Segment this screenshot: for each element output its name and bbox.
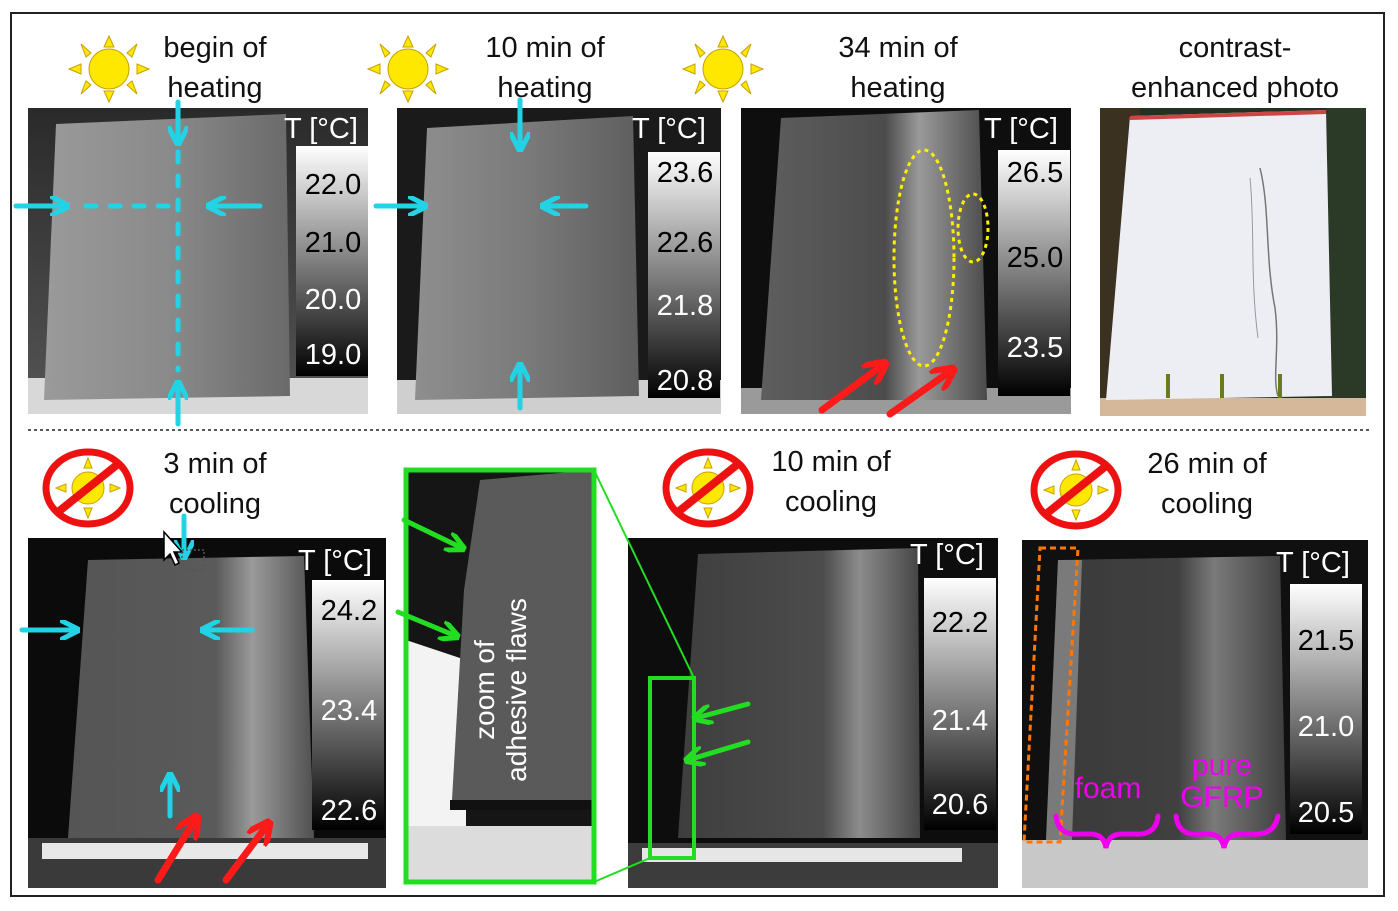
title-line: 34 min of	[838, 32, 958, 64]
green-arrow	[395, 609, 456, 636]
green-arrow	[696, 701, 751, 718]
colorbar-tick: 21.0	[304, 227, 362, 259]
colorbar-34min-heating	[998, 150, 1070, 396]
colorbar-tick: 25.0	[1006, 242, 1064, 274]
unit-label: T [°C]	[632, 113, 706, 145]
colorbar-tick: 22.2	[931, 607, 989, 639]
sun-icon	[366, 34, 450, 104]
colorbar-tick: 21.8	[656, 290, 714, 322]
colorbar-tick: 20.0	[304, 284, 362, 316]
flaw-ellipse	[892, 148, 956, 368]
title-26min-cooling: 26 min of cooling	[1128, 444, 1286, 524]
title-begin-heating: begin of heating	[140, 28, 290, 108]
red-arrow	[222, 824, 268, 884]
unit-label: T [°C]	[1276, 547, 1350, 579]
colorbar-tick: 22.6	[656, 227, 714, 259]
red-arrow	[886, 370, 952, 418]
colorbar-tick: 20.6	[931, 789, 989, 821]
title-line: 26 min of	[1147, 448, 1267, 480]
colorbar-tick: 22.0	[304, 169, 362, 201]
colorbar-tick: 23.4	[320, 695, 378, 727]
mouse-cursor-icon	[163, 530, 205, 571]
title-10min-cooling: 10 min of cooling	[752, 442, 910, 522]
title-line: contrast-	[1178, 32, 1292, 64]
foam-brace	[1053, 813, 1161, 849]
figure-frame	[10, 12, 1385, 897]
no-sun-icon	[662, 448, 754, 528]
colorbar-26min-cooling	[1290, 584, 1362, 834]
title-line: 3 min of	[163, 448, 267, 480]
unit-label: T [°C]	[984, 113, 1058, 145]
colorbar-tick: 20.8	[656, 365, 714, 397]
colorbar-tick: 24.2	[320, 595, 378, 627]
red-arrow	[154, 818, 196, 884]
no-sun-icon	[1030, 450, 1122, 530]
green-arrow	[688, 739, 751, 760]
red-arrow	[818, 364, 884, 414]
title-line: 10 min of	[485, 32, 605, 64]
contrast-enhanced-photo	[1100, 108, 1366, 416]
title-contrast-photo: contrast- enhanced photo	[1100, 28, 1370, 108]
colorbar-tick: 23.6	[656, 157, 714, 189]
colorbar-tick: 22.6	[320, 795, 378, 827]
colorbar-begin-heating	[296, 146, 368, 376]
gfrp-brace	[1173, 813, 1281, 849]
flaw-ellipse	[956, 192, 990, 264]
orange-dashed-box	[1022, 546, 1080, 844]
unit-label: T [°C]	[298, 545, 372, 577]
colorbar-10min-cooling	[924, 578, 996, 830]
pure-gfrp-label: pure GFRP	[1172, 750, 1272, 814]
colorbar-10min-heating	[648, 152, 720, 398]
title-line: heating	[497, 72, 593, 104]
title-line: 10 min of	[771, 446, 891, 478]
pure-gfrp-line: GFRP	[1180, 781, 1264, 814]
foam-label: foam	[1074, 772, 1142, 805]
sun-icon	[681, 34, 765, 104]
no-sun-icon	[42, 448, 134, 528]
colorbar-tick: 20.5	[1297, 797, 1355, 829]
green-arrow	[401, 517, 462, 548]
title-10min-heating: 10 min of heating	[465, 28, 625, 108]
title-34min-heating: 34 min of heating	[818, 28, 978, 108]
unit-label: T [°C]	[284, 113, 358, 145]
title-line: cooling	[1161, 488, 1253, 520]
title-3min-cooling: 3 min of cooling	[140, 444, 290, 524]
title-line: begin of	[163, 32, 267, 64]
colorbar-tick: 21.0	[1297, 711, 1355, 743]
colorbar-tick: 21.5	[1297, 625, 1355, 657]
pure-gfrp-line: pure	[1191, 749, 1253, 782]
colorbar-3min-cooling	[312, 580, 384, 830]
thermogram-26min-cooling	[1022, 540, 1368, 888]
unit-label: T [°C]	[910, 539, 984, 571]
zoom-source-box	[648, 676, 696, 860]
zoom-frame	[403, 467, 597, 885]
title-line: cooling	[785, 486, 877, 518]
colorbar-tick: 23.5	[1006, 332, 1064, 364]
title-line: heating	[167, 72, 263, 104]
sun-icon	[67, 34, 151, 104]
title-line: enhanced photo	[1130, 72, 1340, 104]
colorbar-tick: 26.5	[1006, 157, 1064, 189]
zoom-connector	[593, 469, 695, 679]
colorbar-tick: 19.0	[304, 339, 362, 371]
colorbar-tick: 21.4	[931, 705, 989, 737]
title-line: heating	[850, 72, 946, 104]
zoom-connector	[593, 857, 651, 883]
